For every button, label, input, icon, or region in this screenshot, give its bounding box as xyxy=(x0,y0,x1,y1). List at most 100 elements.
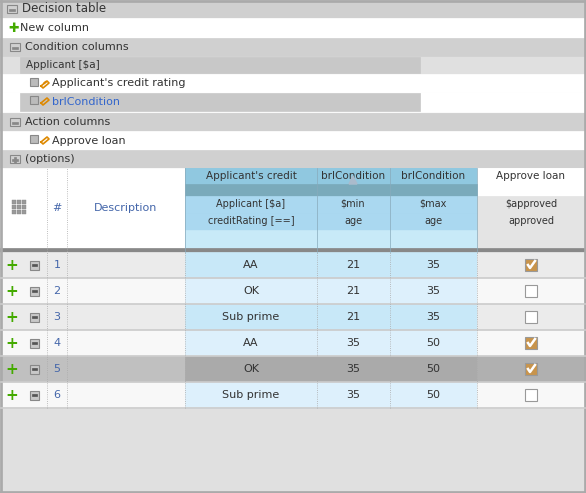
Bar xyxy=(525,311,537,323)
Bar xyxy=(390,196,477,213)
Bar xyxy=(0,382,185,408)
Bar xyxy=(477,356,586,382)
Text: brlCondition: brlCondition xyxy=(52,97,120,107)
Bar xyxy=(22,205,26,209)
Text: 3: 3 xyxy=(53,312,60,322)
Bar xyxy=(0,252,185,278)
Text: 50: 50 xyxy=(426,364,440,374)
Bar xyxy=(32,368,37,370)
Bar xyxy=(477,168,586,248)
Bar xyxy=(0,381,586,382)
Bar xyxy=(7,5,17,13)
Bar xyxy=(477,330,586,356)
Text: creditRating [==]: creditRating [==] xyxy=(207,216,294,226)
Bar xyxy=(12,159,18,161)
Text: +: + xyxy=(5,283,18,298)
Bar xyxy=(14,157,16,163)
Bar xyxy=(0,18,586,38)
Text: 35: 35 xyxy=(426,260,440,270)
Text: +: + xyxy=(5,361,18,377)
Bar xyxy=(317,356,390,382)
Text: 1: 1 xyxy=(53,260,60,270)
Bar xyxy=(477,304,586,330)
Bar xyxy=(0,113,586,131)
Text: AA: AA xyxy=(243,260,259,270)
Bar xyxy=(477,168,586,184)
Bar xyxy=(525,285,537,297)
Text: Applicant [$a]: Applicant [$a] xyxy=(26,60,100,70)
Bar xyxy=(185,356,317,382)
Bar xyxy=(0,329,586,330)
Bar xyxy=(10,155,20,163)
Bar xyxy=(317,382,390,408)
Bar xyxy=(17,200,21,204)
Bar xyxy=(32,342,37,344)
Bar xyxy=(185,382,317,408)
Text: Applicant's credit rating: Applicant's credit rating xyxy=(52,78,186,88)
Bar xyxy=(390,213,477,230)
Text: brlCondition: brlCondition xyxy=(401,171,465,181)
Bar xyxy=(0,38,586,56)
Bar xyxy=(317,213,390,230)
Bar xyxy=(20,57,420,73)
Bar xyxy=(30,135,38,143)
Text: Action columns: Action columns xyxy=(25,117,110,127)
Bar xyxy=(390,252,477,278)
Text: 35: 35 xyxy=(346,338,360,348)
Bar xyxy=(477,230,586,248)
Text: age: age xyxy=(344,216,362,226)
Bar xyxy=(390,278,477,304)
Bar xyxy=(12,205,16,209)
Text: +: + xyxy=(5,336,18,351)
Bar xyxy=(10,43,20,51)
Bar xyxy=(30,261,39,270)
Bar xyxy=(30,365,39,374)
Bar xyxy=(32,316,37,318)
Bar xyxy=(0,278,185,304)
Bar xyxy=(0,0,2,493)
Text: +: + xyxy=(5,310,18,324)
Bar xyxy=(10,118,20,126)
Text: 5: 5 xyxy=(53,364,60,374)
Polygon shape xyxy=(349,176,357,184)
Bar xyxy=(0,303,586,304)
Bar xyxy=(185,252,317,278)
Bar xyxy=(525,389,537,401)
Bar xyxy=(17,210,21,214)
Bar xyxy=(185,184,477,196)
Text: Decision table: Decision table xyxy=(22,2,106,15)
Text: +: + xyxy=(5,257,18,273)
Text: 6: 6 xyxy=(53,390,60,400)
Bar xyxy=(17,205,21,209)
Bar xyxy=(317,196,390,213)
Bar xyxy=(32,394,37,396)
Text: Approve loan: Approve loan xyxy=(52,136,125,146)
Bar xyxy=(0,131,586,150)
Bar xyxy=(12,200,16,204)
Bar xyxy=(30,78,38,86)
Text: 50: 50 xyxy=(426,338,440,348)
Bar xyxy=(0,0,586,18)
Bar xyxy=(32,264,37,266)
Bar xyxy=(30,313,39,322)
Bar xyxy=(390,356,477,382)
Bar xyxy=(0,92,586,112)
Text: age: age xyxy=(424,216,442,226)
Bar xyxy=(477,278,586,304)
Text: OK: OK xyxy=(243,286,259,296)
Bar xyxy=(12,47,18,49)
Text: 35: 35 xyxy=(426,286,440,296)
Text: 35: 35 xyxy=(426,312,440,322)
Bar xyxy=(0,277,586,278)
Text: Condition columns: Condition columns xyxy=(25,42,128,52)
Bar xyxy=(30,96,38,104)
Bar xyxy=(0,407,586,408)
Text: Sub prime: Sub prime xyxy=(222,312,280,322)
Bar xyxy=(0,0,586,2)
Bar xyxy=(390,382,477,408)
Text: 4: 4 xyxy=(53,338,60,348)
Bar xyxy=(30,391,39,400)
Bar xyxy=(584,0,586,493)
Text: Sub prime: Sub prime xyxy=(222,390,280,400)
Text: 2: 2 xyxy=(53,286,60,296)
